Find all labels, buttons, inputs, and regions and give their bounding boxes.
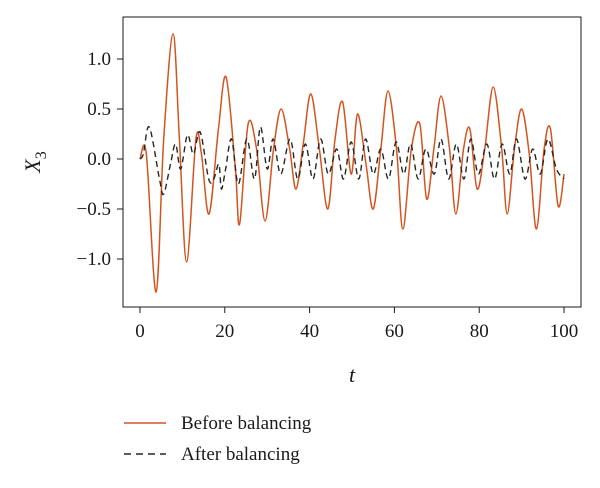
y-tick-label: −0.5 [77,199,111,220]
y-axis-title-subscript: 3 [33,151,50,159]
x-tick-label: 80 [470,321,489,342]
series-layer [139,33,565,293]
legend: Before balancing After balancing [124,413,312,465]
plot-area-frame [122,16,582,308]
y-tick-label: 0.5 [87,99,111,120]
y-tick-label: 1.0 [87,49,111,70]
y-axis: 1.0 0.5 0.0 −0.5 −1.0 [77,49,123,270]
legend-label-after: After balancing [181,444,300,465]
series-line-before-balancing [139,33,565,293]
x-tick-label: 20 [215,321,234,342]
y-tick-label: 0.0 [87,149,111,170]
x-tick-label: 60 [385,321,404,342]
x-tick-label: 40 [300,321,319,342]
legend-label-before: Before balancing [181,413,312,434]
x-axis-title: t [349,362,356,387]
y-axis-title-main: X [20,158,45,174]
x-tick-label: 100 [550,321,579,342]
y-tick-label: −1.0 [77,249,111,270]
x-tick-label: 0 [135,321,145,342]
series-line-after-balancing [139,126,565,196]
x-axis: 0 20 40 60 80 100 [135,307,578,342]
y-axis-title: X3 [20,151,50,173]
